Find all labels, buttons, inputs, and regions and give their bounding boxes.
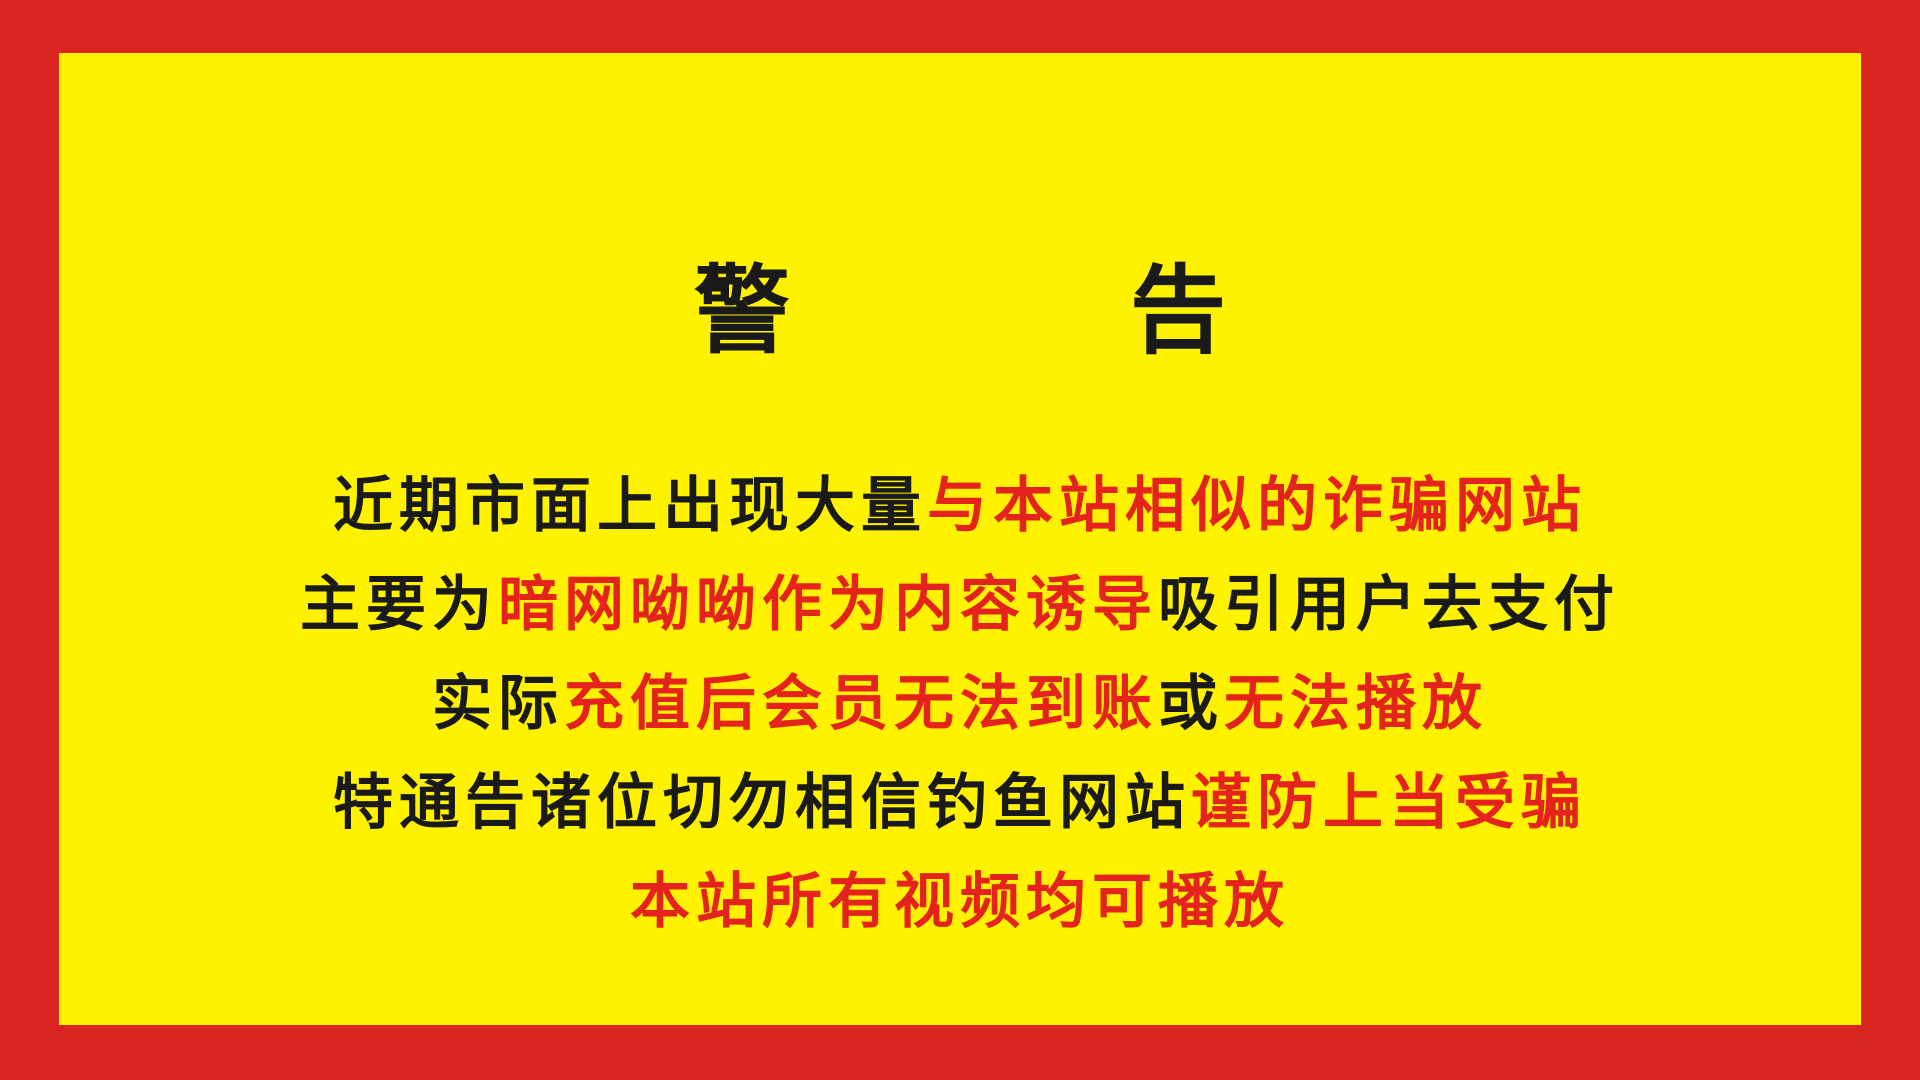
- line-4-red: 谨防上当受骗: [1191, 768, 1587, 838]
- warning-body: 近期市面上出现大量与本站相似的诈骗网站 主要为暗网呦呦作为内容诱导吸引用户去支付…: [59, 471, 1861, 966]
- warning-title: 警 告: [59, 263, 1861, 359]
- warning-line-5: 本站所有视频均可播放: [59, 867, 1861, 966]
- title-char-right: 告: [1130, 255, 1226, 367]
- line-4-black: 特通告诸位切勿相信钓鱼网站: [333, 768, 1191, 838]
- warning-line-4: 特通告诸位切勿相信钓鱼网站谨防上当受骗: [59, 768, 1861, 867]
- line-3-red-1: 充值后会员无法到账: [564, 669, 1158, 739]
- line-1-red: 与本站相似的诈骗网站: [927, 471, 1587, 541]
- warning-line-1: 近期市面上出现大量与本站相似的诈骗网站: [59, 471, 1861, 570]
- line-5-red: 本站所有视频均可播放: [630, 867, 1290, 937]
- line-2-black-1: 主要为: [300, 570, 498, 640]
- line-3-red-2: 无法播放: [1224, 669, 1488, 739]
- line-3-black-1: 实际: [432, 669, 564, 739]
- line-2-black-2: 吸引用户去支付: [1158, 570, 1620, 640]
- line-1-black: 近期市面上出现大量: [333, 471, 927, 541]
- line-3-black-2: 或: [1158, 669, 1224, 739]
- warning-panel: 警 告 近期市面上出现大量与本站相似的诈骗网站 主要为暗网呦呦作为内容诱导吸引用…: [59, 53, 1861, 1025]
- title-char-left: 警: [694, 255, 790, 367]
- warning-line-2: 主要为暗网呦呦作为内容诱导吸引用户去支付: [59, 570, 1861, 669]
- line-2-red: 暗网呦呦作为内容诱导: [498, 570, 1158, 640]
- warning-line-3: 实际充值后会员无法到账或无法播放: [59, 669, 1861, 768]
